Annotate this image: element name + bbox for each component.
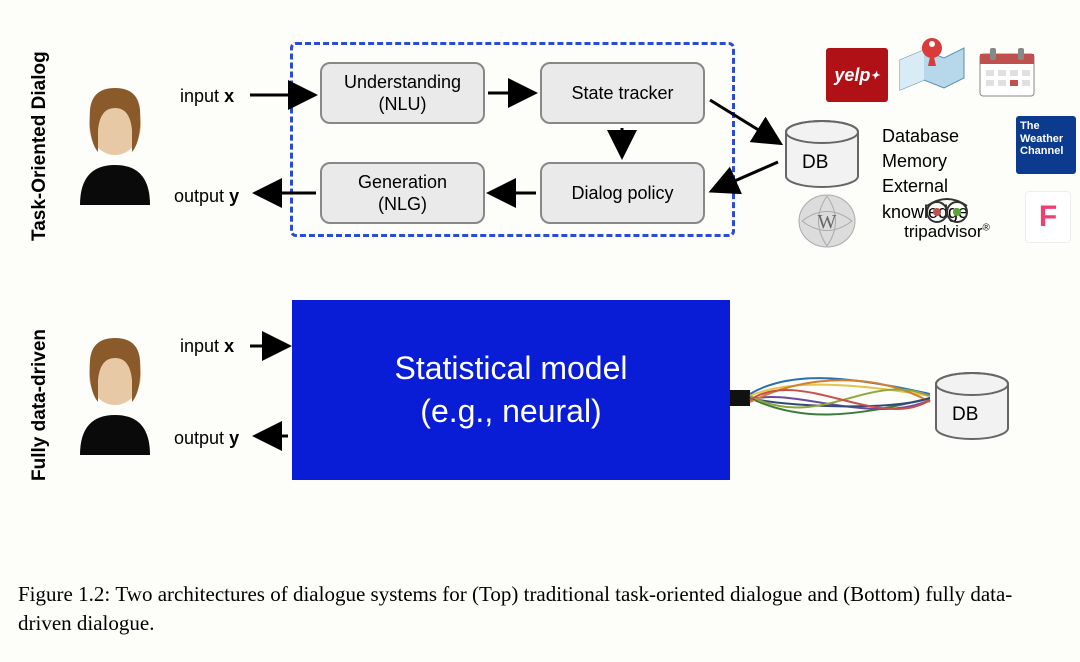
wires-icon (730, 362, 940, 434)
db-label-bottom: DB (952, 404, 978, 426)
arrows-bottom (0, 0, 1080, 520)
figure-caption: Figure 1.2: Two architectures of dialogu… (18, 580, 1062, 639)
